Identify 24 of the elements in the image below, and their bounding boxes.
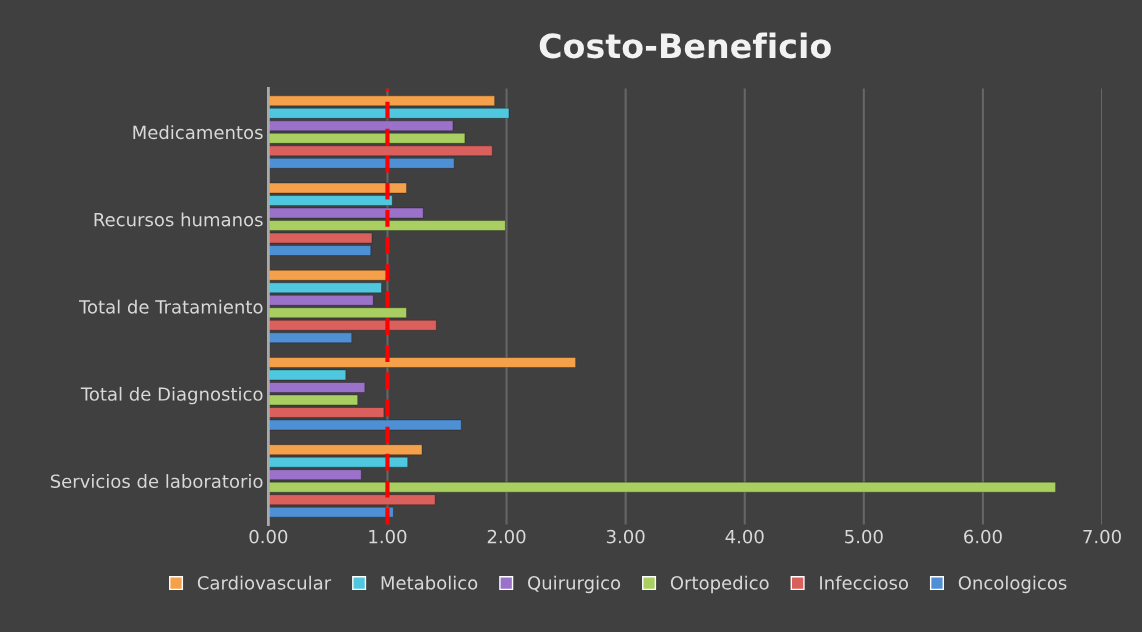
bar [268,444,423,456]
legend-label: Quirurgico [528,575,621,594]
x-tick-label: 3.00 [606,529,645,544]
legend-label: Oncologicos [958,575,1067,594]
legend-label: Infeccioso [820,575,908,590]
y-tick-label: Servicios de laboratorio [50,474,263,489]
x-tick-label: 2.00 [487,529,526,544]
y-tick-label: Total de Diagnostico [80,386,263,405]
x-tick-label: 7.00 [1083,529,1121,544]
y-tick-label: Total de Tratamiento [78,299,263,314]
legend-label: Cardiovascular [197,575,332,590]
x-tick-label: 1.00 [369,529,407,544]
legend-label: Metabolico [381,575,478,590]
bar [268,95,496,107]
x-tick-label: 5.00 [845,529,883,544]
y-tick-label: Medicamentos [133,125,263,140]
bar [268,157,455,169]
x-tick-label: 4.00 [725,529,764,544]
x-tick-label: 0.00 [249,529,288,544]
bar [268,506,394,518]
x-tick-label: 6.00 [964,529,1002,544]
y-tick-label: Recursos humanos [94,212,263,227]
legend-label: Ortopedico [670,575,769,594]
chart-title: Costo-Beneficio [539,32,831,59]
